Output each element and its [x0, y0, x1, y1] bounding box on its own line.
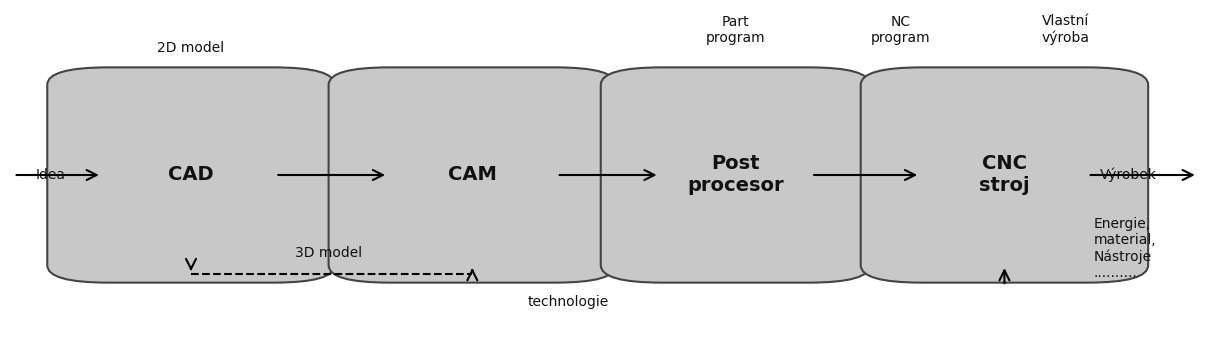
Text: CAD: CAD: [168, 166, 213, 184]
FancyBboxPatch shape: [329, 67, 615, 283]
Text: Post
procesor: Post procesor: [687, 154, 783, 196]
Text: NC
program: NC program: [870, 15, 931, 45]
Text: Part
program: Part program: [705, 15, 765, 45]
Text: Vlastní
výroba: Vlastní výroba: [1042, 14, 1090, 45]
Text: technologie: technologie: [527, 295, 608, 309]
FancyBboxPatch shape: [48, 67, 335, 283]
Text: 3D model: 3D model: [295, 246, 362, 260]
Text: CAM: CAM: [447, 166, 497, 184]
Text: 2D model: 2D model: [157, 41, 224, 55]
Text: CNC
stroj: CNC stroj: [980, 154, 1030, 196]
Text: Energie,
material,
Nástroje
..........: Energie, material, Nástroje ..........: [1094, 217, 1156, 280]
FancyBboxPatch shape: [601, 67, 870, 283]
FancyBboxPatch shape: [861, 67, 1149, 283]
Text: Výrobek: Výrobek: [1100, 168, 1156, 182]
Text: Idea: Idea: [36, 168, 66, 182]
